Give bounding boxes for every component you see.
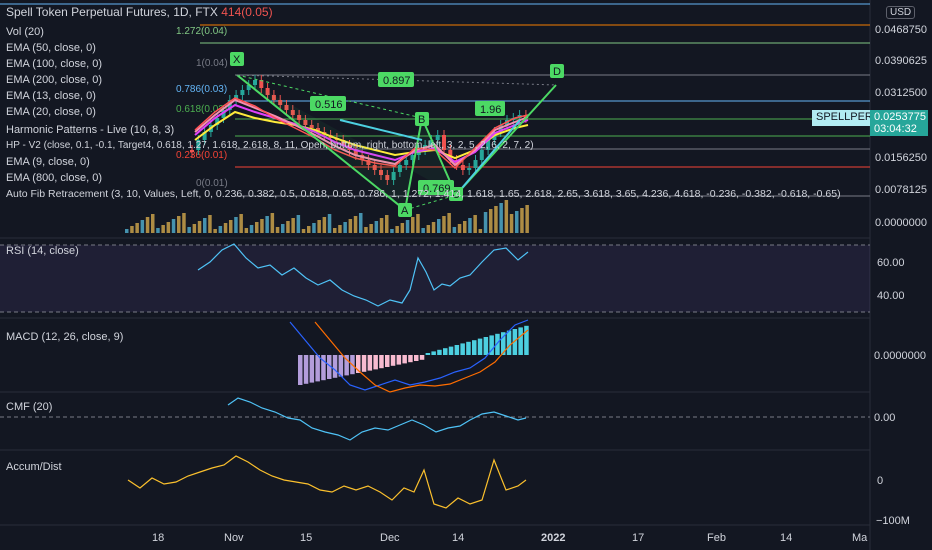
price-tick: 0.0468750 xyxy=(875,24,927,36)
time-axis[interactable]: 18 Nov 15 Dec 14 2022 17 Feb 14 Ma xyxy=(152,532,868,544)
price-tick: 0.0312500 xyxy=(875,87,927,99)
fib-labels: 1.272(0.04) 1(0.04) 0.786(0.03) 0.618(0.… xyxy=(176,26,228,189)
legend-accum[interactable]: Accum/Dist xyxy=(6,461,62,473)
price-tick: 0.0156250 xyxy=(875,152,927,164)
macd-axis-tick: 0.0000000 xyxy=(874,350,926,362)
price-change: 414(0.05) xyxy=(221,5,273,19)
current-price-badge: 0.0253775 03:04:32 xyxy=(870,110,928,136)
legend-cmf[interactable]: CMF (20) xyxy=(6,401,53,413)
legend-ema9[interactable]: EMA (9, close, 0) xyxy=(6,156,90,168)
ema-lines xyxy=(194,97,529,170)
price-tick: 0.0390625 xyxy=(875,55,927,67)
accum-pane: 0 −100M xyxy=(127,455,910,527)
price-axis[interactable]: 0.0468750 0.0390625 0.0312500 0.0156250 … xyxy=(875,24,927,229)
rsi-pane: 60.00 40.00 xyxy=(0,243,905,313)
pattern-point-d: D xyxy=(553,66,561,78)
pattern-point-c: C xyxy=(452,189,460,201)
chart-title: Spell Token Perpetual Futures, 1D, FTX 4… xyxy=(6,4,273,20)
time-tick: 18 xyxy=(152,532,164,544)
time-tick: 17 xyxy=(632,532,644,544)
pattern-ratio-ab: 0.516 xyxy=(315,99,343,111)
pattern-point-x: X xyxy=(233,54,241,66)
legend-ema20[interactable]: EMA (20, close, 0) xyxy=(6,106,96,118)
fib-label-0: 0(0.01) xyxy=(196,178,228,189)
time-tick: Nov xyxy=(224,532,244,544)
fib-label-0618: 0.618(0.02) xyxy=(176,104,227,115)
macd-pane: 0.0000000 xyxy=(289,319,926,393)
time-tick: Ma xyxy=(852,532,868,544)
pattern-ratio-bc: 0.769 xyxy=(423,183,451,195)
time-tick: 2022 xyxy=(541,532,565,544)
legend-rsi[interactable]: RSI (14, close) xyxy=(6,245,79,257)
time-tick: 15 xyxy=(300,532,312,544)
legend-ema200[interactable]: EMA (200, close, 0) xyxy=(6,74,102,86)
symbol-badge: SPELLPERP xyxy=(812,110,885,126)
legend-vol[interactable]: Vol (20) xyxy=(6,26,44,38)
price-tick: 0.0000000 xyxy=(875,217,927,229)
legend-hp-v2[interactable]: HP - V2 (close, 0.1, -0.1, Target4, 0.61… xyxy=(6,140,534,151)
currency-label[interactable]: USD xyxy=(886,6,916,19)
cmf-axis-tick: 0.00 xyxy=(874,412,895,424)
cmf-pane: 0.00 xyxy=(0,397,895,441)
rsi-axis-tick: 40.00 xyxy=(877,290,905,302)
current-price: 0.0253775 xyxy=(874,111,926,123)
fib-label-0236: 0.236(0.01) xyxy=(176,150,227,161)
volume-bars xyxy=(125,200,529,233)
bar-countdown: 03:04:32 xyxy=(874,123,917,135)
time-tick: Feb xyxy=(707,532,726,544)
fib-label-1272: 1.272(0.04) xyxy=(176,26,227,37)
price-tick: 0.0078125 xyxy=(875,184,927,196)
pattern-point-a: A xyxy=(401,205,409,217)
accum-axis-tick: −100M xyxy=(876,515,910,527)
harmonic-pattern: X A B C D 0.897 0.516 0.769 1.96 xyxy=(230,52,564,217)
rsi-axis-tick: 60.00 xyxy=(877,257,905,269)
time-tick: 14 xyxy=(780,532,792,544)
legend-ema13[interactable]: EMA (13, close, 0) xyxy=(6,90,96,102)
legend-ema50[interactable]: EMA (50, close, 0) xyxy=(6,42,96,54)
legend-harmonic-live[interactable]: Harmonic Patterns - Live (10, 8, 3) xyxy=(6,124,175,136)
legend-macd[interactable]: MACD (12, 26, close, 9) xyxy=(6,331,124,343)
time-tick: Dec xyxy=(380,532,400,544)
pattern-ratio-cd: 1.96 xyxy=(480,104,501,116)
symbol-title: Spell Token Perpetual Futures, 1D, FTX xyxy=(6,5,218,19)
pattern-ratio-xd: 0.897 xyxy=(383,75,411,87)
accum-axis-tick: 0 xyxy=(877,475,883,487)
legend-ema100[interactable]: EMA (100, close, 0) xyxy=(6,58,102,70)
legend-auto-fib[interactable]: Auto Fib Retracement (3, 10, Values, Lef… xyxy=(6,188,841,200)
pattern-point-b: B xyxy=(418,114,425,126)
fib-label-1: 1(0.04) xyxy=(196,58,228,69)
legend-ema800[interactable]: EMA (800, close, 0) xyxy=(6,172,102,184)
fib-label-0786: 0.786(0.03) xyxy=(176,84,227,95)
pane-separators xyxy=(0,0,871,550)
time-tick: 14 xyxy=(452,532,464,544)
